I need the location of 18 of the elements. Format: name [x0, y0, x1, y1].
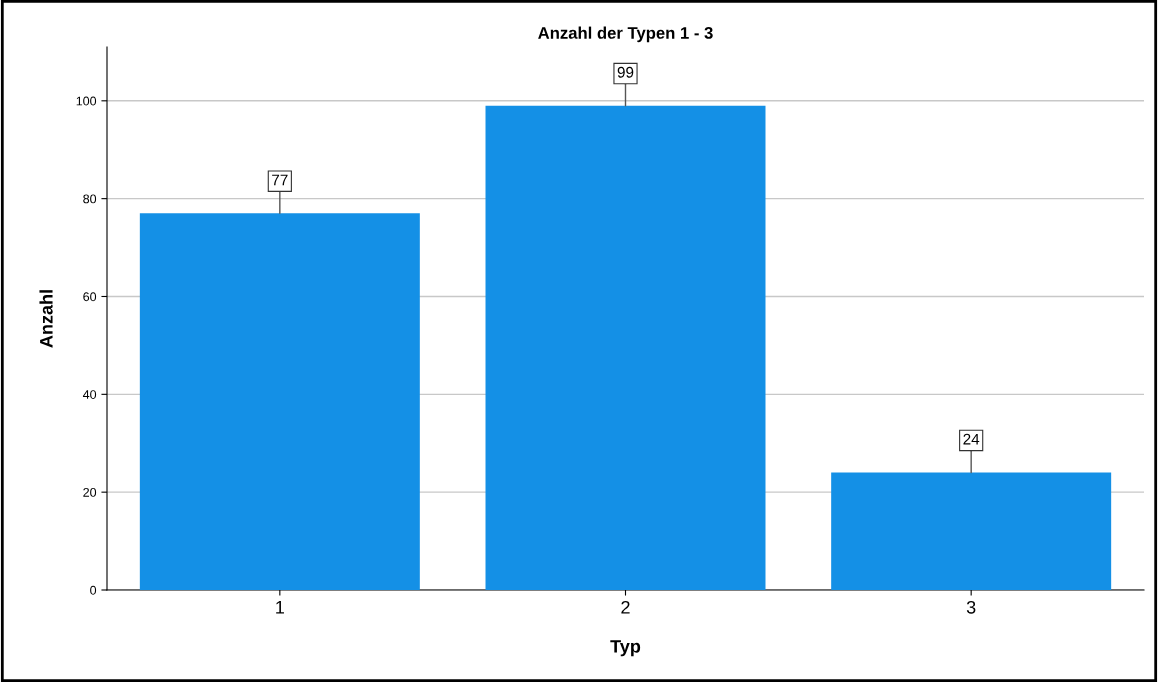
y-tick-label: 60 [83, 292, 97, 302]
x-axis-title: Typ [610, 640, 641, 657]
x-tick-label: 1 [276, 601, 284, 614]
y-tick-label: 20 [83, 487, 97, 497]
data-label: 24 [963, 433, 980, 445]
data-label: 99 [617, 66, 634, 78]
bar [485, 105, 766, 590]
y-tick-label: 80 [83, 194, 97, 204]
x-tick-label: 2 [621, 600, 630, 614]
y-tick-label: 40 [82, 390, 97, 399]
bar [831, 472, 1112, 590]
chart-title: Anzahl der Typen 1 - 3 [538, 26, 713, 43]
x-tick-label: 3 [966, 600, 976, 614]
data-label: 77 [272, 174, 288, 186]
y-tick-label: 100 [76, 96, 97, 106]
bar [139, 213, 420, 590]
y-axis-title: Anzahl [39, 290, 53, 348]
y-tick-label: 0 [90, 585, 97, 595]
